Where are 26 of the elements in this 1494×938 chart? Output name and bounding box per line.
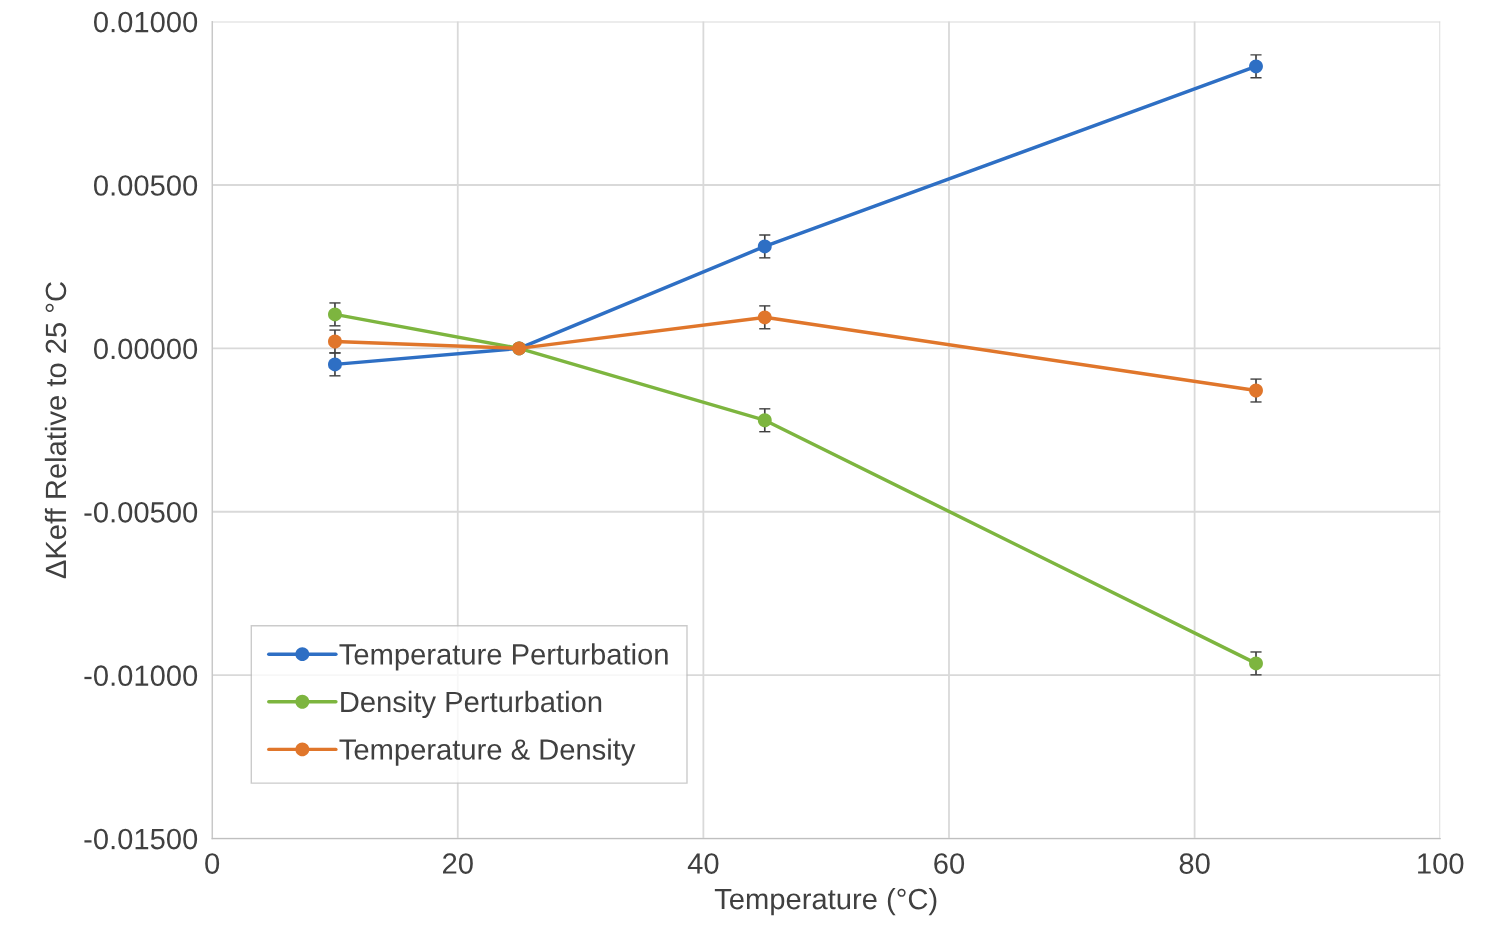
y-tick-label: -0.01000	[84, 665, 198, 687]
point	[757, 413, 772, 428]
x-tick-label: 0	[205, 853, 220, 874]
point	[1249, 656, 1263, 671]
legend-label: Density Perturbation	[341, 690, 602, 719]
y-tick-label: -0.00500	[84, 501, 198, 523]
y-tick-label: 0.00500	[93, 175, 198, 196]
x-tick-label: 100	[1418, 853, 1464, 874]
x-axis-title: Temperature (°C)	[714, 887, 937, 916]
point	[757, 310, 772, 325]
y-tick-label: 0.01000	[93, 11, 198, 33]
x-tick-label: 40	[687, 853, 719, 874]
point	[328, 357, 342, 372]
y-tick-label: -0.01500	[84, 828, 198, 850]
legend-label: Temperature & Density	[339, 738, 636, 766]
point	[328, 307, 342, 322]
point	[1249, 383, 1263, 398]
x-tick-label: 80	[1179, 853, 1210, 874]
x-tick-label: 60	[934, 853, 965, 874]
x-tick-label: 20	[443, 853, 473, 874]
y-axis-title: ΔKeff Relative to 25 °C	[44, 282, 67, 579]
point	[328, 334, 342, 349]
y-tick-label: 0.00000	[93, 338, 198, 360]
point	[1249, 59, 1263, 74]
legend-label: Temperature Perturbation	[339, 643, 668, 671]
point	[757, 239, 772, 254]
